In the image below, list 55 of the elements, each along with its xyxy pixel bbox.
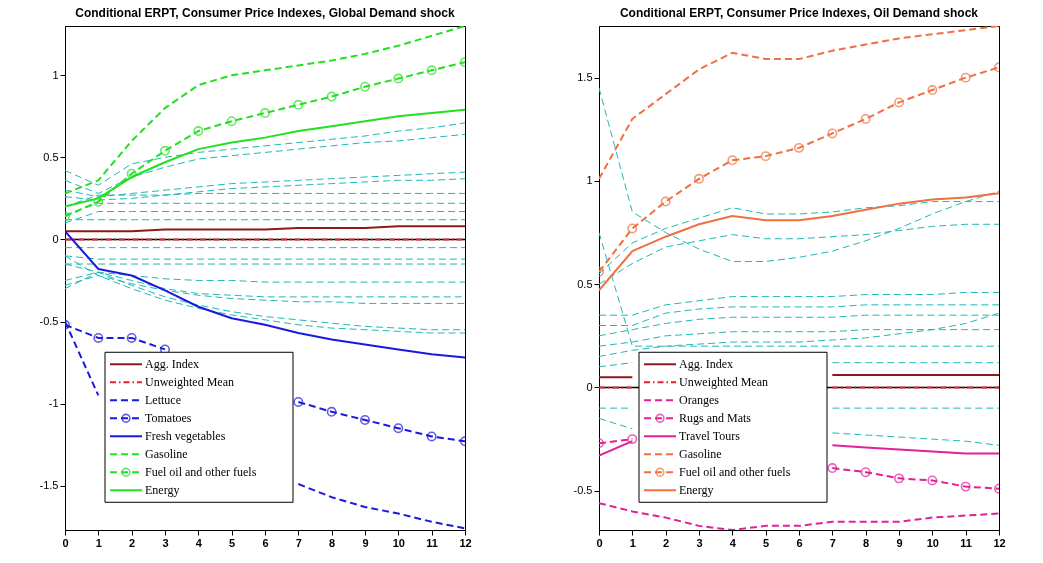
x-tick-label: 5 — [229, 536, 236, 549]
x-tick-label: 12 — [993, 536, 1006, 549]
x-tick-label: 11 — [960, 536, 972, 549]
x-tick-label: 5 — [763, 536, 770, 549]
x-tick-label: 8 — [863, 536, 870, 549]
legend-label: Oranges — [679, 393, 720, 408]
x-tick-label: 11 — [426, 536, 438, 549]
x-tick-label: 6 — [262, 536, 269, 549]
y-tick-label: 1 — [52, 68, 59, 81]
legend-label: Energy — [679, 483, 714, 498]
y-tick-label: -1.5 — [39, 479, 59, 492]
legend-label: Gasoline — [679, 447, 722, 462]
x-tick-label: 1 — [629, 536, 636, 549]
legend-label: Fuel oil and other fuels — [679, 465, 791, 480]
y-tick-label: -0.5 — [39, 315, 59, 327]
chart-title: Conditional ERPT, Consumer Price Indexes, Oil Demand shock — [619, 6, 979, 20]
x-tick-label: 8 — [329, 536, 336, 549]
x-tick-label: 7 — [295, 536, 302, 549]
y-tick-label: 0 — [586, 380, 593, 393]
x-tick-label: 4 — [729, 536, 737, 549]
y-tick-label: 1.5 — [577, 71, 593, 84]
x-tick-label: 6 — [796, 536, 803, 549]
y-tick-label: -1 — [48, 397, 59, 410]
y-tick-label: 0.5 — [43, 150, 59, 163]
chart-title: Conditional ERPT, Consumer Price Indexes, Global Demand shock — [75, 6, 456, 20]
x-tick-label: 4 — [195, 536, 203, 549]
y-tick-label: 1 — [586, 174, 593, 187]
x-tick-label: 3 — [696, 536, 703, 549]
legend-label: Fuel oil and other fuels — [145, 465, 257, 480]
x-tick-label: 9 — [896, 536, 903, 549]
x-tick-label: 0 — [62, 536, 69, 549]
legend-label: Agg. Index — [145, 357, 199, 372]
legend-label: Agg. Index — [679, 357, 733, 372]
legend-label: Rugs and Mats — [679, 411, 752, 426]
x-tick-label: 7 — [829, 536, 836, 549]
legend-label: Unweighted Mean — [145, 375, 234, 390]
legend-label: Lettuce — [145, 393, 181, 408]
legend-label: Gasoline — [145, 447, 188, 462]
legend-label: Travel Tours — [679, 429, 741, 444]
x-tick-label: 2 — [129, 536, 136, 549]
legend-label: Fresh vegetables — [145, 429, 226, 444]
y-tick-label: -0.5 — [573, 484, 593, 497]
legend-label: Unweighted Mean — [679, 375, 768, 390]
x-tick-label: 12 — [459, 536, 472, 549]
legend-label: Energy — [145, 483, 180, 498]
x-tick-label: 9 — [362, 536, 369, 549]
x-tick-label: 1 — [95, 536, 102, 549]
x-tick-label: 10 — [392, 536, 405, 549]
x-tick-label: 3 — [162, 536, 169, 549]
x-tick-label: 10 — [926, 536, 939, 549]
x-tick-label: 0 — [596, 536, 603, 549]
y-tick-label: 0 — [52, 232, 59, 245]
x-tick-label: 2 — [663, 536, 670, 549]
y-tick-label: 0.5 — [577, 277, 593, 290]
legend-label: Tomatoes — [145, 411, 192, 426]
